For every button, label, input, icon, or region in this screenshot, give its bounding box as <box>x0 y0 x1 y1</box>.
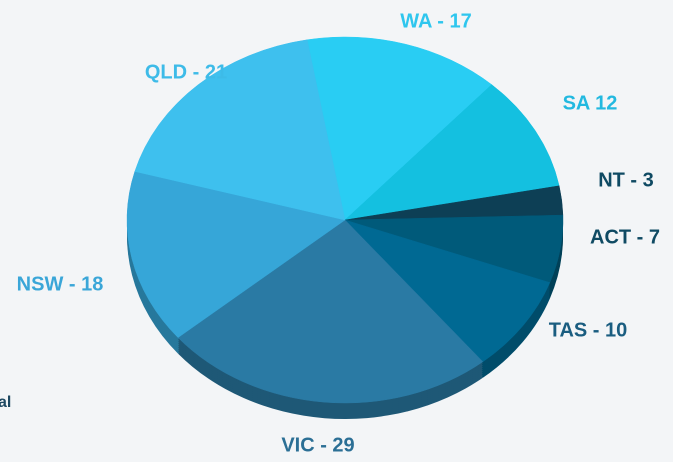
data-label: VIC - 29 <box>281 434 354 456</box>
slice <box>134 39 346 221</box>
data-label: WA - 17 <box>400 10 472 32</box>
data-label: ACT - 7 <box>590 226 660 248</box>
slice <box>177 219 484 404</box>
cropped-text: al <box>0 394 11 411</box>
data-label: QLD - 21 <box>145 61 227 83</box>
slice <box>344 219 551 363</box>
slice <box>344 84 560 221</box>
slice <box>306 36 493 221</box>
data-label: TAS - 10 <box>549 319 628 341</box>
data-label: NSW - 18 <box>17 273 104 295</box>
slice <box>126 171 346 338</box>
pie-tops <box>126 36 564 404</box>
data-label: NT - 3 <box>598 169 654 191</box>
data-label: SA 12 <box>563 92 618 114</box>
